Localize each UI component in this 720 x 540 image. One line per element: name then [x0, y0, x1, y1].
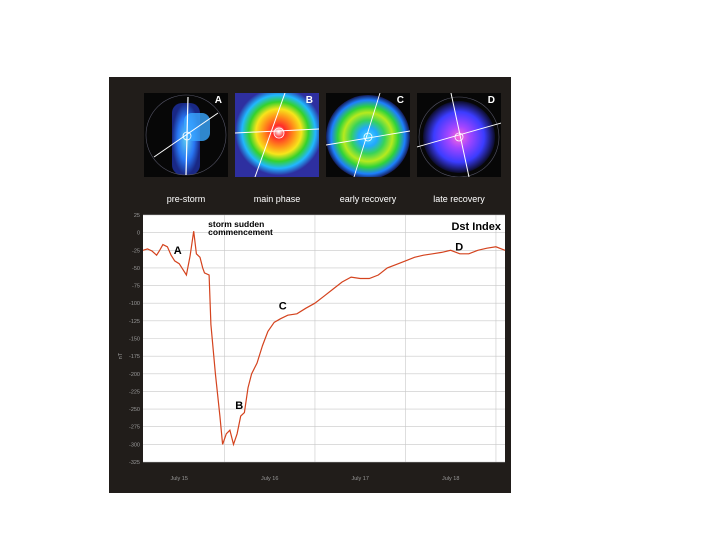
caption-early-recovery: early recovery — [339, 194, 397, 204]
annotation-label: B — [235, 400, 243, 412]
annotation-label: commencement — [208, 227, 273, 237]
x-tick-label: July 17 — [351, 476, 368, 482]
caption-late-recovery: late recovery — [433, 194, 485, 204]
y-tick-label: -50 — [132, 266, 140, 272]
panel-letter: C — [396, 95, 404, 106]
thumbnail-late-recovery: D — [417, 93, 501, 177]
y-tick-labels: 25 0 -25 -50 -75 -100 -125 -150 -175 -200 -225 -250… — [129, 213, 140, 466]
y-tick-label: -175 — [129, 354, 140, 360]
annotation-label: C — [279, 301, 287, 313]
y-tick-label: -200 — [129, 372, 140, 378]
thumbnail-main-phase: B — [235, 93, 319, 177]
panel-letter: D — [487, 95, 495, 106]
aurora-image-pre-storm — [145, 94, 227, 176]
panel-letter: A — [214, 95, 222, 106]
y-tick-label: -300 — [129, 442, 140, 448]
x-tick-labels: July 15 July 16 July 17 July 18 — [170, 476, 459, 482]
y-tick-label: -250 — [129, 407, 140, 413]
thumbnail-early-recovery: C — [326, 93, 410, 177]
figure-panel: A B — [109, 77, 511, 493]
caption-main-phase: main phase — [253, 194, 301, 204]
y-tick-label: -75 — [132, 284, 140, 290]
annotation-label: D — [455, 241, 463, 253]
y-tick-label: -225 — [129, 389, 140, 395]
x-tick-label: July 18 — [442, 476, 459, 482]
y-tick-label: -325 — [129, 460, 140, 466]
aurora-image-main-phase — [235, 93, 319, 177]
y-tick-label: -125 — [129, 319, 140, 325]
aurora-image-late-recovery — [417, 93, 501, 177]
x-tick-label: July 15 — [170, 476, 187, 482]
y-tick-label: -150 — [129, 337, 140, 343]
x-tick-label: July 16 — [261, 476, 278, 482]
annotation-label: A — [174, 245, 182, 257]
caption-pre-storm: pre-storm — [166, 194, 206, 204]
y-tick-label: -100 — [129, 301, 140, 307]
thumbnail-pre-storm: A — [144, 93, 228, 177]
dst-chart: 25 0 -25 -50 -75 -100 -125 -150 -175 -200 -225 -250… — [118, 213, 506, 482]
dst-series-line — [142, 231, 506, 447]
y-tick-label: -25 — [132, 248, 140, 254]
annotation-label: storm sudden — [208, 219, 264, 229]
panel-letter: B — [305, 95, 313, 106]
y-tick-label: 0 — [137, 231, 140, 237]
aurora-image-early-recovery — [326, 93, 410, 177]
y-tick-label: 25 — [134, 213, 140, 219]
grid — [143, 214, 505, 463]
chart-title: Dst Index — [451, 221, 501, 233]
y-axis-label: nT — [118, 352, 124, 359]
y-tick-label: -275 — [129, 425, 140, 431]
